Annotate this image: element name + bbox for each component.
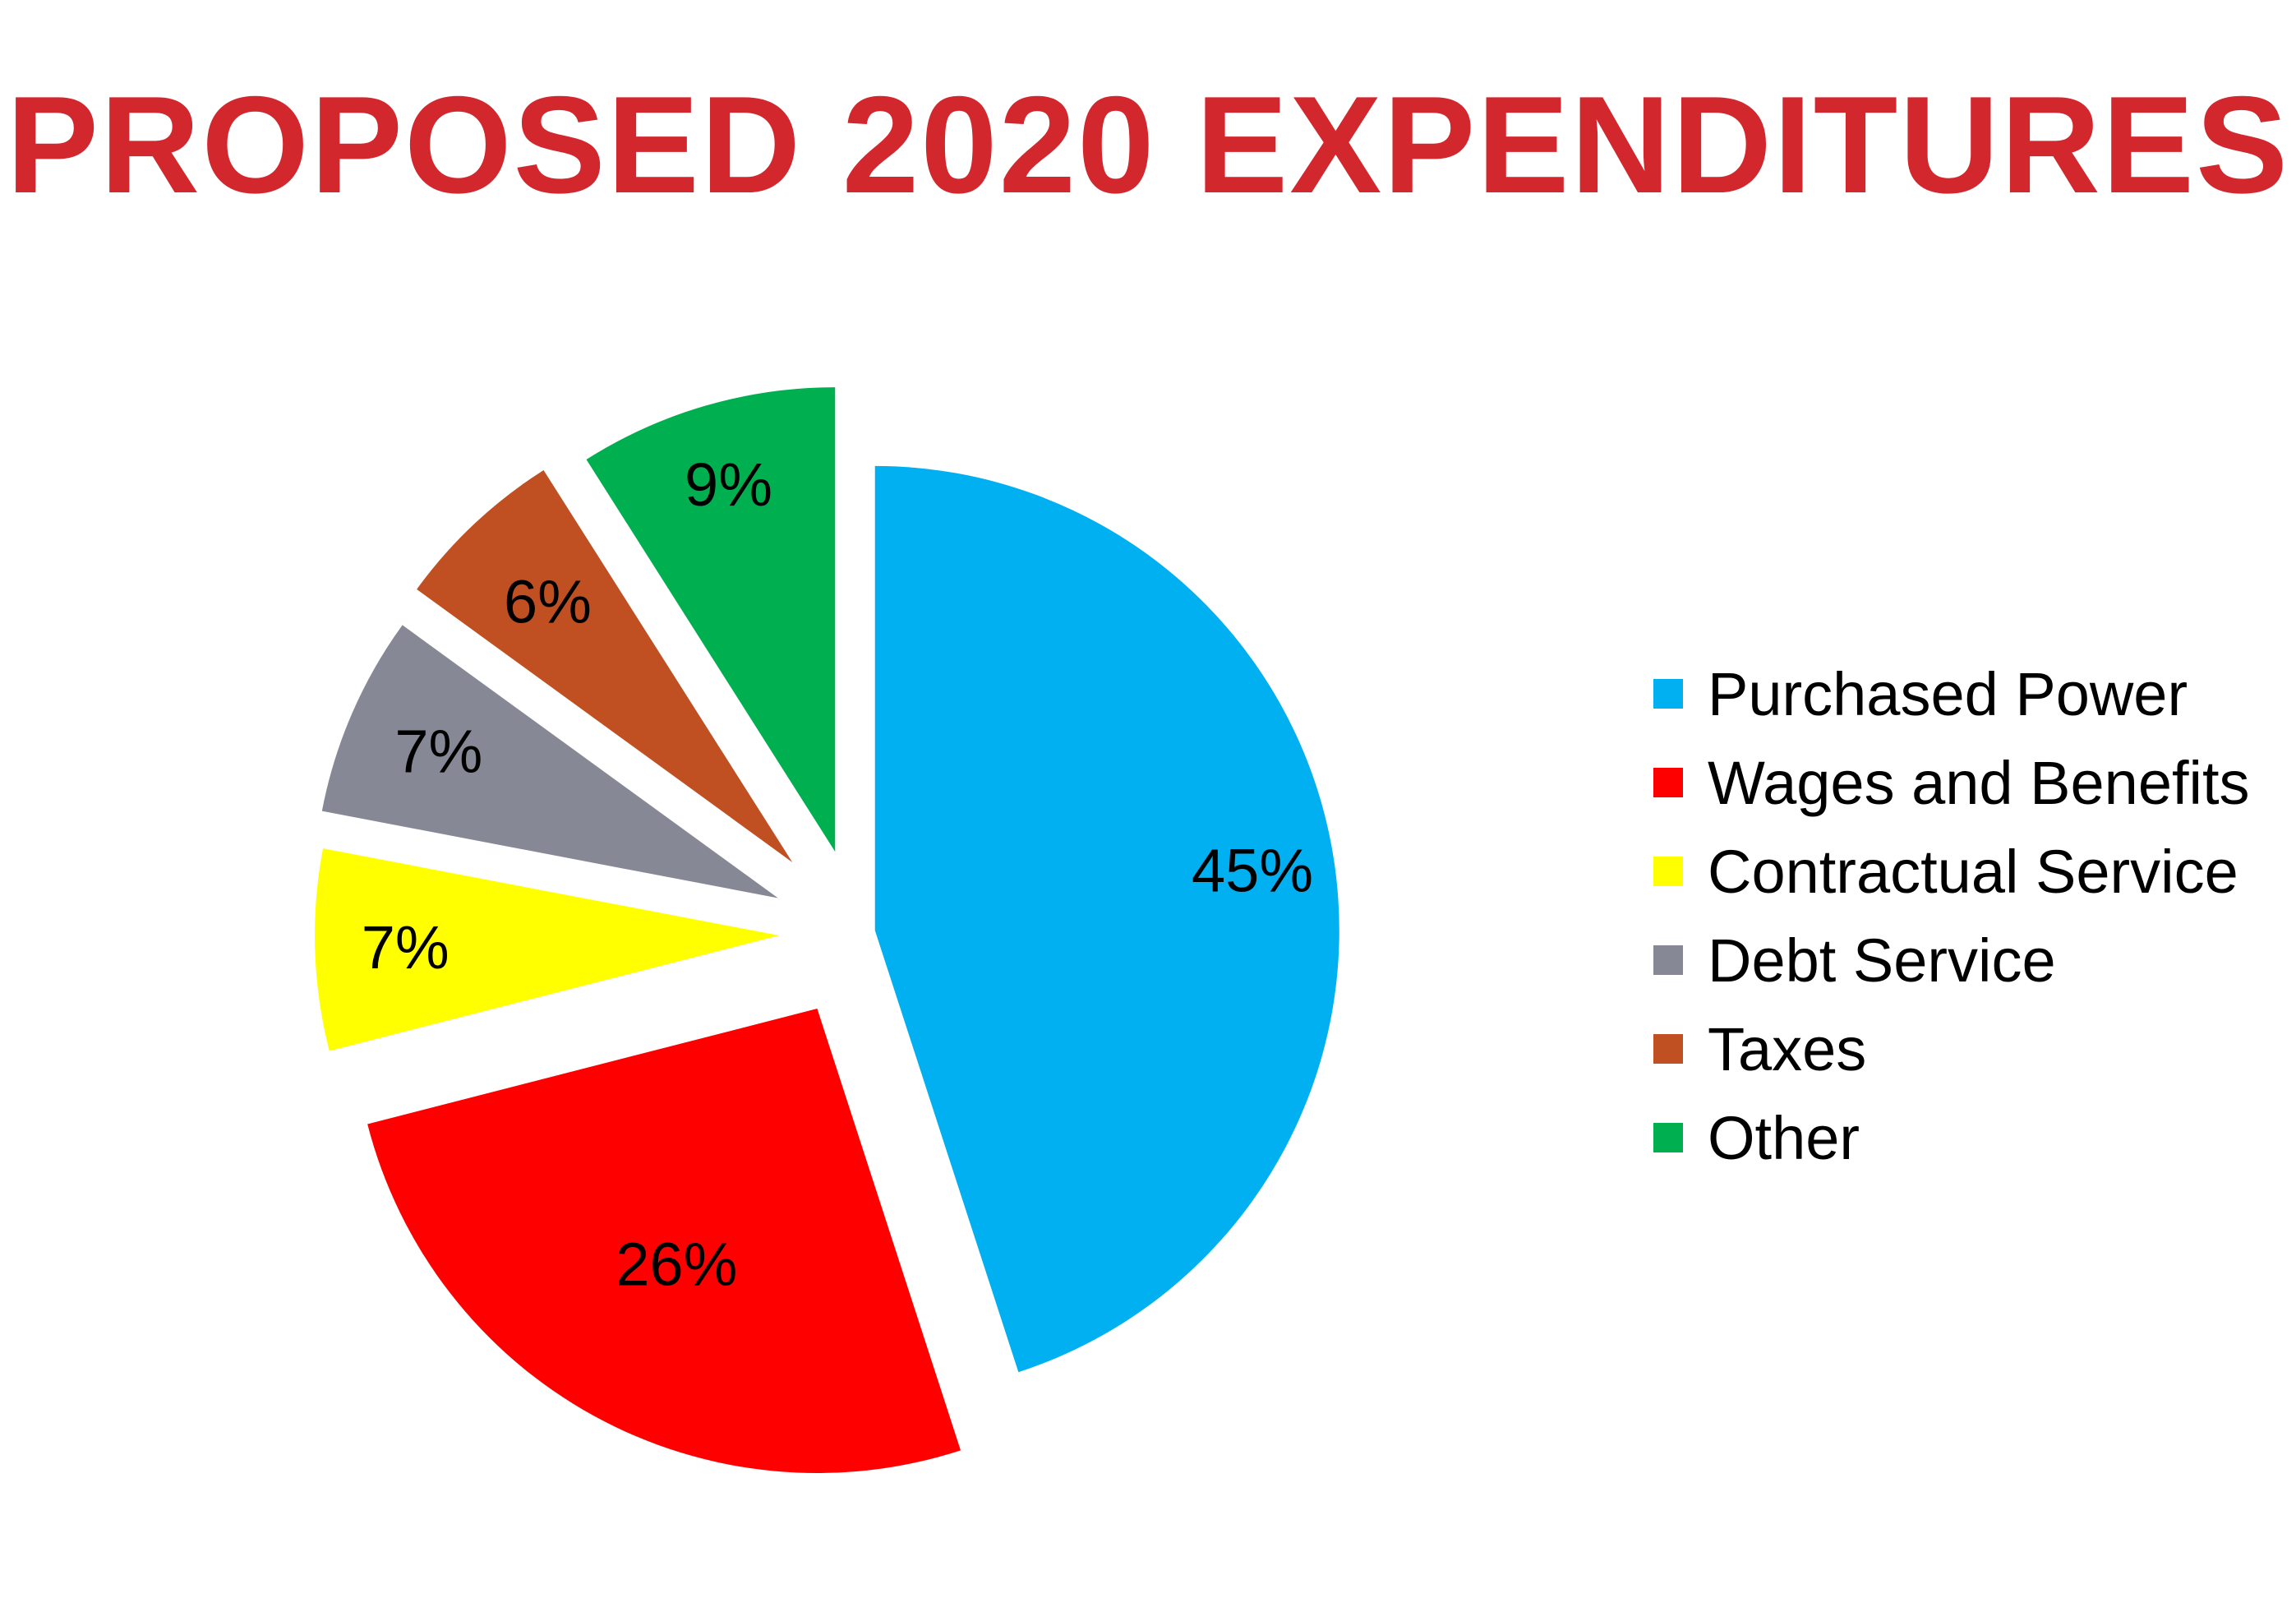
legend-label: Wages and Benefits [1708, 748, 2250, 817]
legend-swatch [1653, 857, 1683, 886]
legend-item-contractual-service: Contractual Service [1653, 827, 2250, 916]
data-label-wages-and-benefits: 26% [615, 1231, 737, 1299]
legend-swatch [1653, 768, 1683, 797]
pie-slice-debt-service [321, 625, 778, 898]
pie-slices [315, 387, 1339, 1474]
data-label-debt-service: 7% [394, 717, 482, 785]
legend-label: Contractual Service [1708, 837, 2238, 906]
pie-slice-purchased-power [874, 465, 1339, 1373]
legend-swatch [1653, 679, 1683, 709]
legend-item-debt-service: Debt Service [1653, 916, 2250, 1005]
legend-label: Purchased Power [1708, 659, 2188, 728]
pie-slice-taxes [417, 469, 793, 862]
data-label-contractual-service: 7% [362, 913, 450, 981]
legend-label: Other [1708, 1103, 1860, 1172]
legend-item-taxes: Taxes [1653, 1005, 2250, 1093]
data-label-taxes: 6% [504, 567, 592, 635]
legend-swatch [1653, 1034, 1683, 1064]
chart-legend: Purchased Power Wages and Benefits Contrac… [1653, 649, 2250, 1182]
legend-item-wages-and-benefits: Wages and Benefits [1653, 738, 2250, 827]
pie-slice-contractual-service [315, 848, 780, 1051]
chart-title: PROPOSED 2020 EXPENDITURES [6, 67, 2290, 222]
legend-label: Debt Service [1708, 926, 2056, 995]
legend-item-other: Other [1653, 1093, 2250, 1182]
legend-swatch [1653, 945, 1683, 975]
pie-data-labels: 45% 26% 7% 7% 6% 9% [362, 450, 1313, 1299]
data-label-other: 9% [685, 450, 772, 519]
pie-slice-other [586, 387, 836, 852]
legend-label: Taxes [1708, 1014, 1867, 1083]
legend-item-purchased-power: Purchased Power [1653, 649, 2250, 738]
pie-slice-wages-and-benefits [367, 1009, 961, 1474]
data-label-purchased-power: 45% [1192, 837, 1313, 905]
legend-swatch [1653, 1123, 1683, 1152]
